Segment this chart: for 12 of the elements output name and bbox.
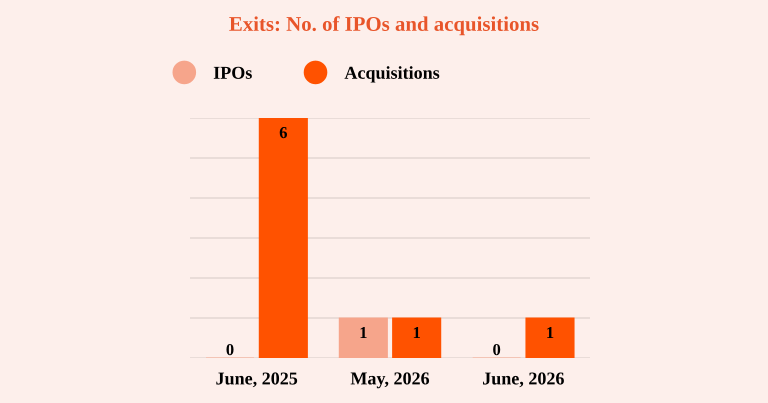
data-label: 0 — [226, 344, 234, 356]
chart-title: Exits: No. of IPOs and acquisitions — [229, 16, 539, 36]
legend-label: Acquisitions — [344, 66, 440, 83]
data-label: 1 — [547, 327, 554, 338]
x-tick-label: June, 2025 — [216, 372, 298, 388]
data-label: 0 — [493, 344, 500, 356]
legend-label: IPOs — [214, 66, 252, 79]
data-label: 1 — [360, 327, 367, 338]
x-tick-label: May, 2026 — [350, 372, 430, 388]
x-tick-label: June, 2026 — [483, 372, 564, 388]
data-label: 6 — [280, 127, 288, 138]
data-label: 1 — [414, 327, 420, 338]
